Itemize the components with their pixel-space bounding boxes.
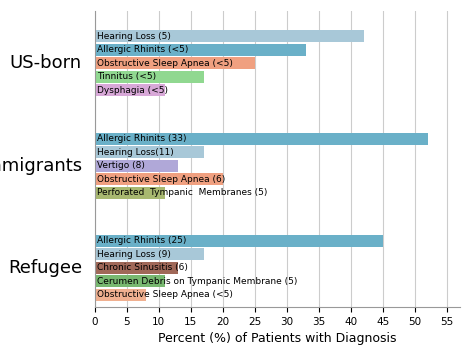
Text: Dysphagia (<5): Dysphagia (<5) — [97, 86, 168, 95]
Bar — [95, 248, 204, 260]
Bar — [95, 262, 178, 274]
Text: Chronic Sinusitis (6): Chronic Sinusitis (6) — [97, 264, 188, 273]
Text: Obstructive Sleep Apnea (<5): Obstructive Sleep Apnea (<5) — [97, 290, 233, 299]
Text: Perforated  Tympanic  Membranes (5): Perforated Tympanic Membranes (5) — [97, 188, 267, 197]
Bar — [95, 71, 204, 83]
Text: Immigrants: Immigrants — [0, 157, 82, 175]
Text: Refugee: Refugee — [8, 259, 82, 277]
Text: Hearing Loss(11): Hearing Loss(11) — [97, 148, 173, 157]
Bar — [95, 235, 383, 247]
Text: Obstructive Sleep Apnea (<5): Obstructive Sleep Apnea (<5) — [97, 59, 233, 68]
Text: Obstructive Sleep Apnea (6): Obstructive Sleep Apnea (6) — [97, 175, 225, 184]
Text: US-born: US-born — [10, 54, 82, 72]
Bar — [95, 146, 204, 158]
Bar — [95, 44, 306, 56]
Bar — [95, 160, 178, 171]
Bar — [95, 84, 165, 96]
Bar — [95, 132, 428, 145]
Text: Allergic Rhinits (25): Allergic Rhinits (25) — [97, 236, 186, 245]
Bar — [95, 30, 364, 42]
Bar — [95, 187, 165, 199]
Text: Tinnitus (<5): Tinnitus (<5) — [97, 72, 156, 81]
Bar — [95, 173, 223, 185]
Text: Allergic Rhinits (<5): Allergic Rhinits (<5) — [97, 45, 188, 54]
Text: Allergic Rhinits (33): Allergic Rhinits (33) — [97, 134, 186, 143]
X-axis label: Percent (%) of Patients with Diagnosis: Percent (%) of Patients with Diagnosis — [158, 332, 397, 345]
Text: Vertigo (8): Vertigo (8) — [97, 161, 145, 170]
Text: Cerumen Debris on Tympanic Membrane (5): Cerumen Debris on Tympanic Membrane (5) — [97, 277, 297, 286]
Bar — [95, 289, 146, 301]
Text: Hearing Loss (9): Hearing Loss (9) — [97, 250, 171, 259]
Bar — [95, 275, 165, 287]
Text: Hearing Loss (5): Hearing Loss (5) — [97, 32, 171, 41]
Bar — [95, 57, 255, 69]
